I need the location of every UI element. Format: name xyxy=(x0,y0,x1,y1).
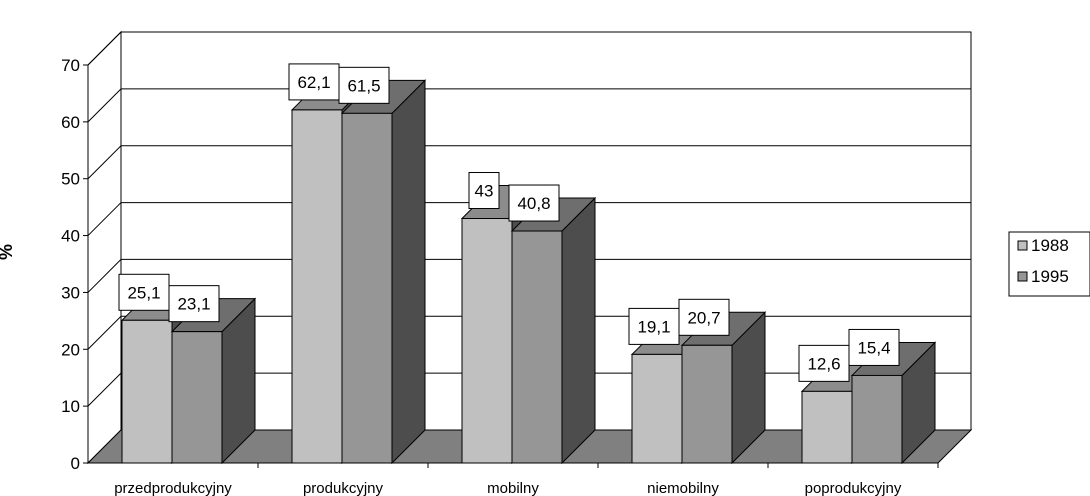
legend-label-1995: 1995 xyxy=(1031,267,1069,286)
category-labels: przedprodukcyjny produkcyjny mobilny niemob… xyxy=(114,480,902,496)
bar-1995-produkcyjny xyxy=(341,112,393,464)
bar-1995-mobilny xyxy=(511,230,563,464)
gridline xyxy=(87,258,971,293)
bar-1988-produkcyjny xyxy=(291,109,343,464)
data-label: 12,6 xyxy=(807,354,840,373)
data-label: 20,7 xyxy=(687,308,720,327)
category-label: mobilny xyxy=(487,480,539,496)
legend-swatch-1995 xyxy=(1017,271,1028,282)
bar-1995-przedprodukcyjny xyxy=(171,331,223,464)
y-tick-labels: 0 10 20 30 40 50 60 70 xyxy=(61,56,80,473)
data-label: 23,1 xyxy=(177,295,210,314)
data-label: 62,1 xyxy=(297,73,330,92)
bar-1988-poprodukcyjny xyxy=(801,390,853,464)
bar-side-1995 xyxy=(391,79,426,465)
category-label: poprodukcyjny xyxy=(805,480,902,496)
category-label: przedprodukcyjny xyxy=(114,480,232,496)
bars xyxy=(120,75,937,465)
data-label: 15,4 xyxy=(857,338,890,357)
data-labels: 25,1 23,1 62,1 61,5 43 40,8 19,1 20,7 12,6 15,4 xyxy=(118,63,900,382)
legend-label-1988: 1988 xyxy=(1031,236,1069,255)
data-label-box xyxy=(118,273,170,311)
data-label: 19,1 xyxy=(637,317,670,336)
data-label: 43 xyxy=(475,182,494,201)
bar-1995-niemobilny xyxy=(681,344,733,464)
bar-side-1995 xyxy=(561,196,596,465)
y-tick-label: 50 xyxy=(61,170,80,189)
data-label-box xyxy=(288,63,340,101)
data-label: 25,1 xyxy=(127,283,160,302)
y-tick-label: 30 xyxy=(61,283,80,302)
y-axis-label: % xyxy=(0,244,16,260)
y-tick-label: 10 xyxy=(61,397,80,416)
legend-swatch-1988 xyxy=(1017,240,1028,251)
legend: 1988 1995 xyxy=(1008,231,1090,297)
gridline xyxy=(87,31,971,66)
data-label: 40,8 xyxy=(517,194,550,213)
gridline xyxy=(87,202,971,236)
data-label-box xyxy=(338,66,390,104)
gridline xyxy=(87,145,971,180)
data-label-box xyxy=(168,285,220,323)
category-label: produkcyjny xyxy=(303,480,384,496)
data-label-box xyxy=(798,344,850,382)
bar-1988-mobilny xyxy=(461,218,513,464)
bar-1995-poprodukcyjny xyxy=(851,374,903,464)
data-label-box xyxy=(848,328,900,366)
y-tick-label: 20 xyxy=(61,340,80,359)
y-tick-label: 60 xyxy=(61,113,80,132)
gridline xyxy=(87,88,971,123)
data-label-box xyxy=(508,184,560,222)
data-label-box xyxy=(678,298,730,336)
data-label-box xyxy=(468,172,500,210)
data-label: 61,5 xyxy=(347,76,380,95)
category-label: niemobilny xyxy=(647,480,719,496)
bar-1988-przedprodukcyjny xyxy=(121,319,173,464)
gridlines xyxy=(87,31,971,407)
y-tick-label: 0 xyxy=(71,454,80,473)
bar-1988-niemobilny xyxy=(631,353,683,464)
data-label-box xyxy=(628,307,680,345)
y-tick-label: 40 xyxy=(61,227,80,246)
side-wall xyxy=(87,30,122,465)
y-tick-label: 70 xyxy=(61,56,80,75)
